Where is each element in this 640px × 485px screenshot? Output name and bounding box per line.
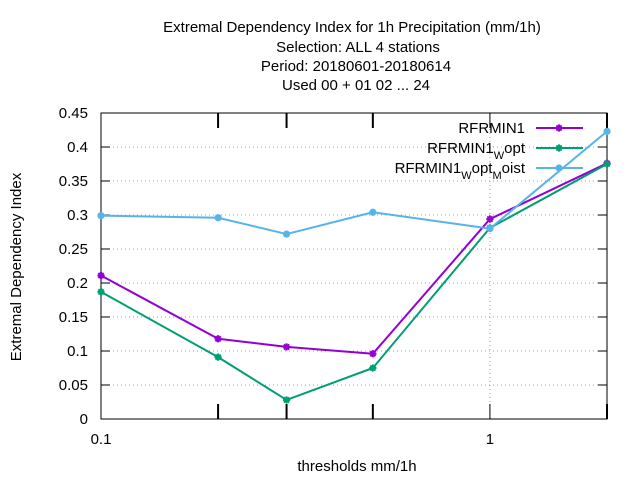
legend-label: RFRMIN1: [458, 120, 525, 137]
data-point: [97, 271, 105, 280]
chart-title: Extremal Dependency Index for 1h Precipi…: [163, 19, 541, 94]
y-tick-label: 0.25: [59, 241, 88, 258]
title-line-4: Used 00 + 01 02 ... 24: [282, 77, 430, 94]
plot-frame: [100, 112, 608, 420]
series-layer: [97, 127, 611, 404]
data-point: [282, 343, 291, 351]
y-tick-label: 0.1: [67, 343, 88, 360]
y-axis-label: Extremal Dependency Index: [8, 172, 25, 361]
axes: 0 0.05 0.1 0.15 0.2 0.25 0.3 0.35 0.4 0.45 0.1 1: [59, 105, 608, 448]
data-point: [282, 230, 291, 238]
y-tick-label: 0.2: [67, 275, 88, 292]
legend-marker: [555, 164, 563, 172]
y-tick-label: 0.4: [67, 139, 88, 156]
series-line-rfrmin1-wopt: [100, 163, 608, 401]
series-line-rfrmin1-woptmoist: [100, 130, 608, 236]
x-axis-label: thresholds mm/1h: [297, 458, 416, 475]
y-tick-label: 0.3: [67, 207, 88, 224]
legend-marker: [555, 124, 563, 132]
title-line-2: Selection: ALL 4 stations: [276, 39, 440, 56]
data-point: [486, 215, 494, 223]
y-tick-label: 0.35: [59, 173, 88, 190]
series-rfrmin1-woptmoist: [97, 127, 611, 238]
data-point: [486, 225, 494, 233]
series-line-rfrmin1: [100, 162, 608, 355]
legend-marker: [555, 144, 563, 152]
x-tick-label: 0.1: [91, 431, 112, 448]
title-line-3: Period: 20180601-20180614: [261, 58, 451, 75]
legend-label: RFRMIN1Wopt: [427, 140, 526, 162]
data-point: [214, 335, 222, 343]
series-rfrmin1: [97, 159, 611, 358]
y-tick-label: 0.45: [59, 105, 88, 122]
y-tick-label: 0.15: [59, 309, 88, 326]
data-point: [603, 160, 611, 168]
data-point: [97, 212, 105, 220]
data-point: [282, 396, 291, 404]
grid: [101, 113, 607, 419]
legend-label: RFRMIN1WoptMoist: [395, 160, 526, 182]
y-tick-label: 0: [80, 411, 88, 428]
data-point: [214, 214, 222, 222]
series-rfrmin1-wopt: [97, 160, 611, 404]
data-point: [97, 288, 105, 296]
data-point: [369, 364, 377, 372]
data-point: [369, 208, 377, 216]
data-point: [603, 127, 611, 135]
y-tick-label: 0.05: [59, 377, 88, 394]
x-tick-label: 1: [486, 431, 494, 448]
legend-entry-rfrmin1-woptmoist: RFRMIN1WoptMoist: [395, 160, 583, 182]
title-line-1: Extremal Dependency Index for 1h Precipi…: [163, 19, 541, 36]
data-point: [214, 353, 222, 361]
legend-entry-rfrmin1-wopt: RFRMIN1Wopt: [427, 140, 583, 162]
legend-entry-rfrmin1: RFRMIN1: [458, 120, 583, 137]
data-point: [369, 350, 377, 358]
